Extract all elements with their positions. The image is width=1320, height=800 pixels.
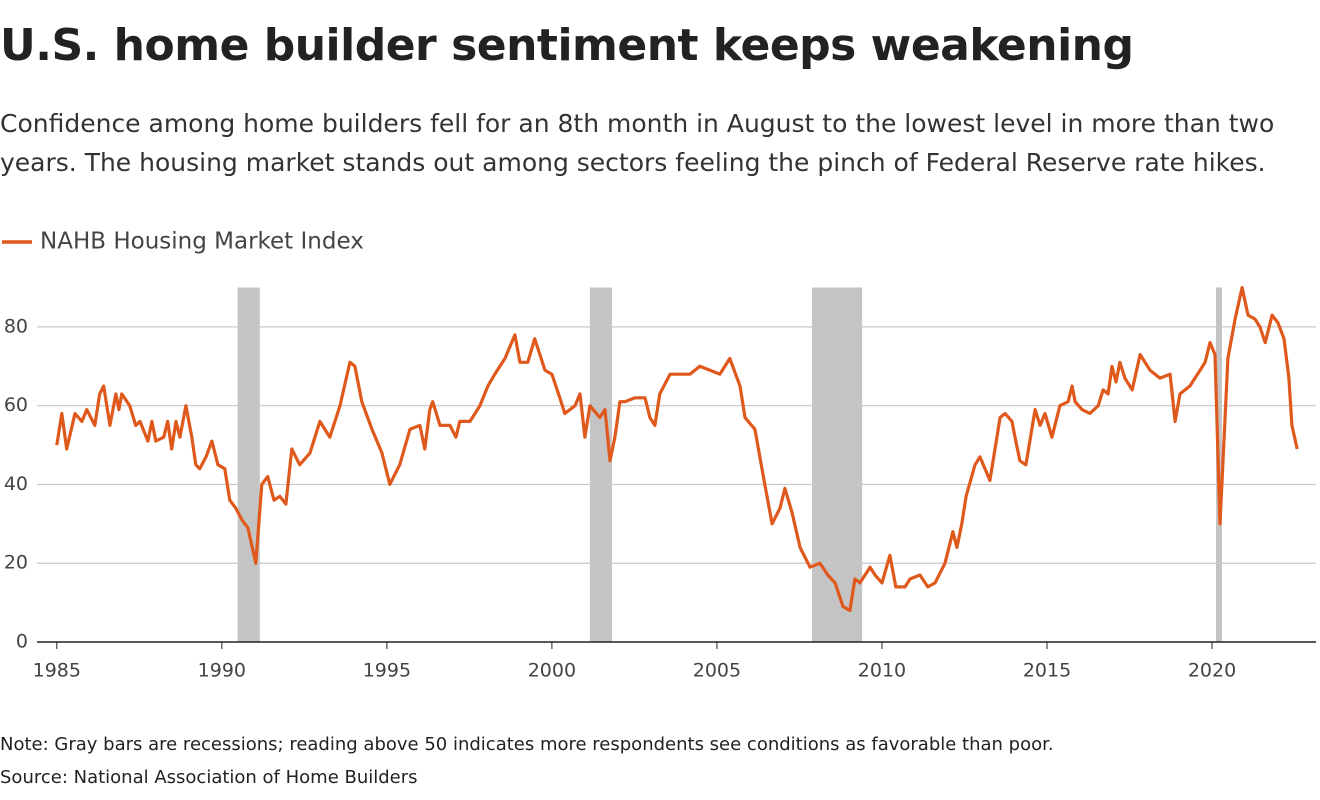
y-tick-label: 0 — [16, 631, 28, 653]
y-tick-label: 80 — [4, 315, 28, 337]
x-tick-label: 2015 — [1023, 660, 1071, 682]
recession-band — [589, 287, 612, 642]
x-tick-label: 2005 — [693, 660, 741, 682]
recession-band — [237, 287, 260, 642]
x-tick-label: 2020 — [1188, 660, 1236, 682]
x-tick-label: 2000 — [528, 660, 576, 682]
chart-subtitle: Confidence among home builders fell for … — [0, 109, 1275, 177]
y-tick-label: 20 — [4, 552, 28, 574]
legend-label: NAHB Housing Market Index — [40, 229, 364, 255]
data-line — [55, 285, 1299, 613]
x-tick-label: 1995 — [363, 660, 411, 682]
chart-title: U.S. home builder sentiment keeps weaken… — [0, 20, 1134, 71]
x-tick-label: 1985 — [33, 660, 81, 682]
note: Note: Gray bars are recessions; reading … — [0, 734, 1054, 755]
chart: 0 20 40 60 80 1985 1990 1995 2000 2005 2010 2015 202… — [2, 229, 1316, 682]
y-tick-label: 40 — [4, 473, 28, 495]
y-tick-label: 60 — [4, 394, 28, 416]
x-tick-label: 2010 — [858, 660, 906, 682]
x-tick-label: 1990 — [198, 660, 246, 682]
source: Source: National Association of Home Bui… — [0, 767, 418, 788]
